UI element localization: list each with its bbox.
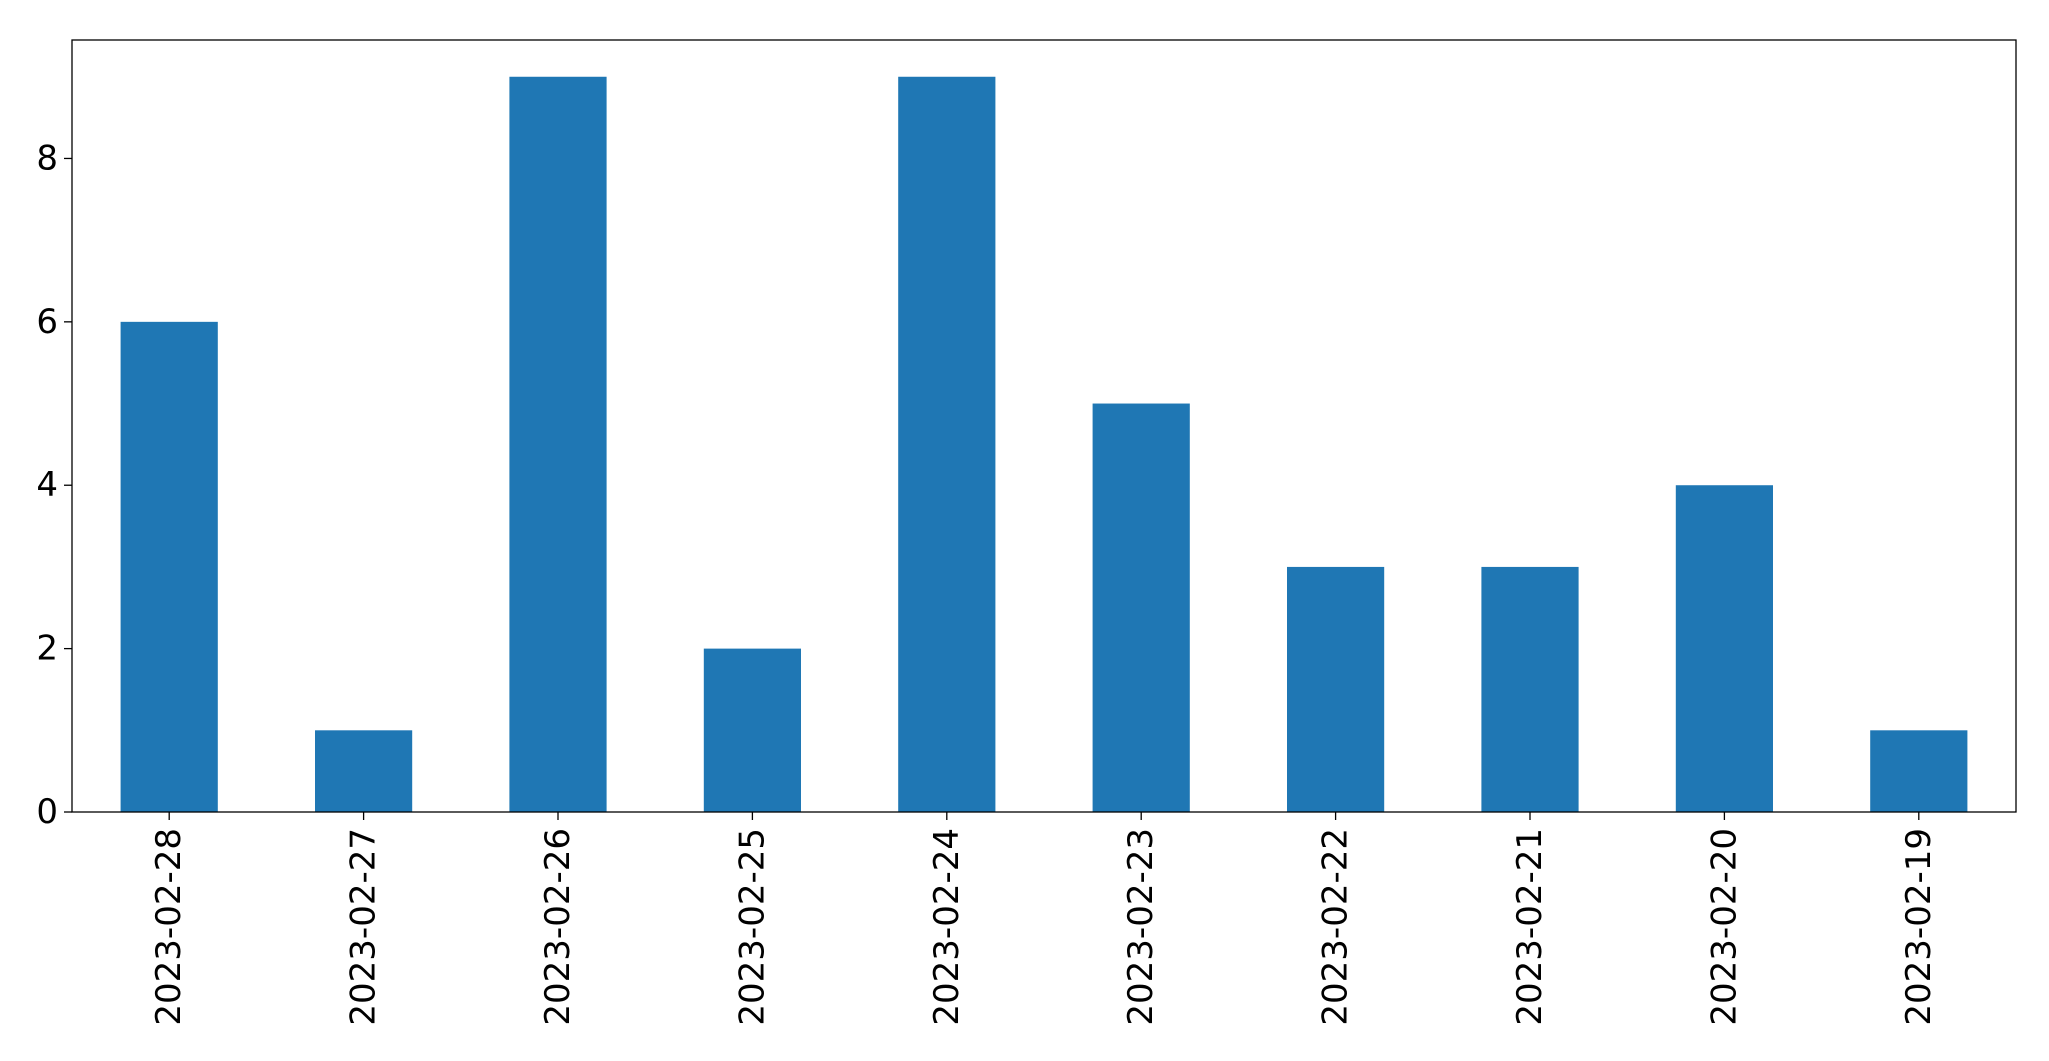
x-tick-label: 2023-02-20: [1704, 828, 1744, 1026]
bar-2023-02-22: [1287, 566, 1385, 812]
x-tick-label: 2023-02-23: [1121, 828, 1161, 1026]
x-axis: 2023-02-28 2023-02-27 2023-02-26 2023-02-25…: [149, 812, 1939, 1026]
x-tick-label: 2023-02-25: [732, 828, 772, 1026]
bar-2023-02-21: [1481, 566, 1579, 812]
plot-frame: [71, 39, 2017, 813]
bar-2023-02-19: [1870, 730, 1968, 812]
bar-2023-02-23: [1092, 403, 1190, 812]
y-tick-label: 8: [36, 138, 58, 178]
y-tick-label: 2: [36, 629, 58, 669]
bar-2023-02-20: [1675, 485, 1773, 812]
bar-2023-02-27: [315, 730, 413, 812]
bar-2023-02-25: [703, 648, 801, 812]
y-tick-label: 4: [36, 465, 58, 505]
y-axis: 0 2 4 6 8: [36, 138, 72, 832]
y-tick-label: 0: [36, 792, 58, 832]
x-tick-label: 2023-02-26: [538, 828, 578, 1026]
x-tick-label: 2023-02-21: [1510, 828, 1550, 1026]
x-tick-label: 2023-02-22: [1316, 828, 1356, 1026]
x-tick-label: 2023-02-27: [344, 828, 384, 1026]
bars-group: [120, 76, 1968, 812]
x-tick-label: 2023-02-19: [1899, 828, 1939, 1026]
bar-2023-02-28: [120, 321, 218, 812]
y-tick-label: 6: [36, 302, 58, 342]
bar-2023-02-26: [509, 76, 607, 812]
bar-2023-02-24: [898, 76, 996, 812]
x-tick-label: 2023-02-24: [927, 828, 967, 1026]
x-tick-label: 2023-02-28: [149, 828, 189, 1026]
